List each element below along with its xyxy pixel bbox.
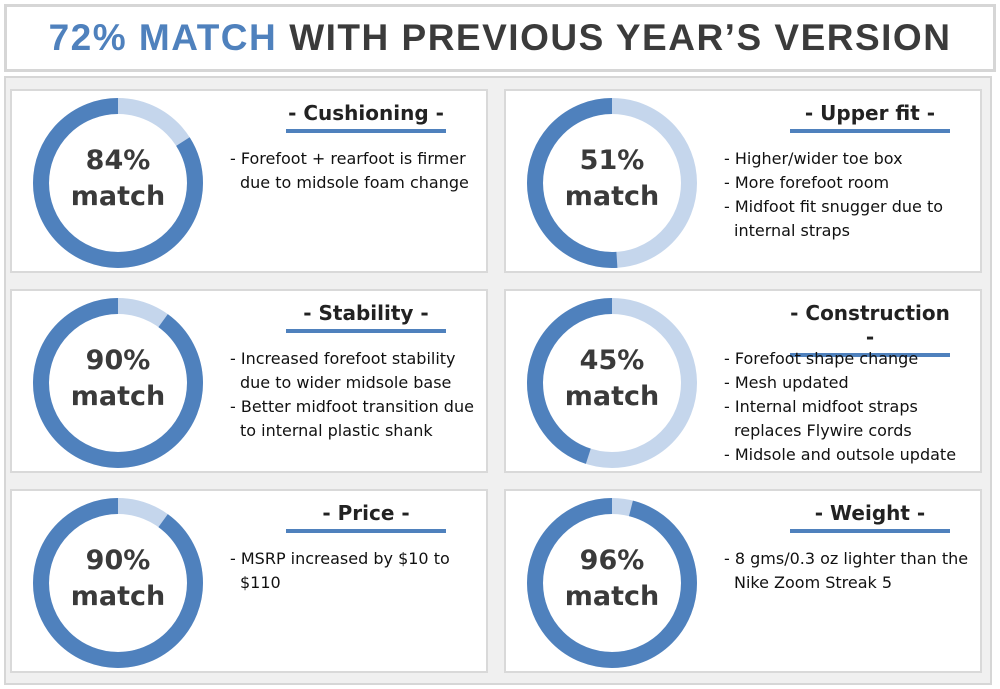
match-label: match: [564, 581, 660, 612]
panel-price: 90% match - Price - - MSRP increased by $…: [10, 489, 488, 673]
match-percent: 90%: [85, 345, 151, 376]
title-text: WITH PREVIOUS YEAR’S VERSION: [289, 17, 952, 58]
match-label: match: [70, 581, 166, 612]
match-label: match: [564, 381, 660, 412]
donut-match-arc: [33, 298, 203, 468]
comparison-grid: 84% match - Cushioning - - Forefoot + rea…: [4, 76, 992, 685]
donut-svg: [33, 298, 203, 468]
donut-match-arc: [33, 98, 203, 268]
donut-chart: 90% match: [28, 293, 208, 473]
match-label: match: [70, 381, 166, 412]
panel-notes: - Forefoot shape change - Mesh updated - I…: [724, 347, 974, 467]
donut-match-arc: [527, 498, 697, 668]
panel-heading: - Construction -: [790, 301, 950, 357]
panel-stability: 90% match - Stability - - Increased foref…: [10, 289, 488, 473]
note-item: - Increased forefoot stability due to wi…: [230, 349, 456, 392]
donut-svg: [33, 98, 203, 268]
panel-notes: - Increased forefoot stability due to wi…: [230, 347, 480, 443]
panel-heading: - Cushioning -: [286, 101, 446, 133]
match-percent: 90%: [85, 545, 151, 576]
donut-chart: 96% match: [522, 493, 702, 673]
note-item: - Higher/wider toe box: [724, 149, 903, 168]
match-percent: 51%: [579, 145, 645, 176]
donut-match-arc: [527, 98, 697, 268]
donut-chart: 51% match: [522, 93, 702, 273]
match-label: match: [70, 181, 166, 212]
note-item: - Forefoot shape change: [724, 349, 919, 368]
donut-match-arc: [527, 298, 697, 468]
note-item: - 8 gms/0.3 oz lighter than the Nike Zoo…: [724, 549, 969, 592]
title-highlight: 72% MATCH: [48, 17, 278, 58]
panel-heading: - Weight -: [790, 501, 950, 533]
page-title: 72% MATCH WITH PREVIOUS YEAR’S VERSION: [4, 4, 996, 72]
panel-heading: - Stability -: [286, 301, 446, 333]
note-item: - MSRP increased by $10 to $110: [230, 549, 450, 592]
donut-chart: 45% match: [522, 293, 702, 473]
panel-heading: - Upper fit -: [790, 101, 950, 133]
donut-svg: [33, 498, 203, 668]
panel-construction: 45% match - Construction - - Forefoot sha…: [504, 289, 982, 473]
note-item: - Midsole and outsole update: [724, 445, 957, 464]
panel-notes: - MSRP increased by $10 to $110: [230, 547, 480, 595]
donut-svg: [527, 498, 697, 668]
panel-notes: - Higher/wider toe box - More forefoot ro…: [724, 147, 974, 243]
donut-match-arc: [33, 498, 203, 668]
note-item: - Mesh updated: [724, 373, 849, 392]
donut-svg: [527, 98, 697, 268]
panel-heading: - Price -: [286, 501, 446, 533]
match-percent: 84%: [85, 145, 151, 176]
donut-chart: 84% match: [28, 93, 208, 273]
donut-svg: [527, 298, 697, 468]
note-item: - Forefoot + rearfoot is firmer due to m…: [230, 149, 469, 192]
donut-chart: 90% match: [28, 493, 208, 673]
note-item: - More forefoot room: [724, 173, 890, 192]
panel-upper-fit: 51% match - Upper fit - - Higher/wider to…: [504, 89, 982, 273]
panel-notes: - Forefoot + rearfoot is firmer due to m…: [230, 147, 480, 195]
match-percent: 45%: [579, 345, 645, 376]
panel-notes: - 8 gms/0.3 oz lighter than the Nike Zoo…: [724, 547, 974, 595]
note-item: - Better midfoot transition due to inter…: [230, 397, 474, 440]
note-item: - Internal midfoot straps replaces Flywi…: [724, 397, 918, 440]
panel-cushioning: 84% match - Cushioning - - Forefoot + rea…: [10, 89, 488, 273]
match-percent: 96%: [579, 545, 645, 576]
panel-weight: 96% match - Weight - - 8 gms/0.3 oz light…: [504, 489, 982, 673]
match-label: match: [564, 181, 660, 212]
note-item: - Midfoot fit snugger due to internal st…: [724, 197, 943, 240]
